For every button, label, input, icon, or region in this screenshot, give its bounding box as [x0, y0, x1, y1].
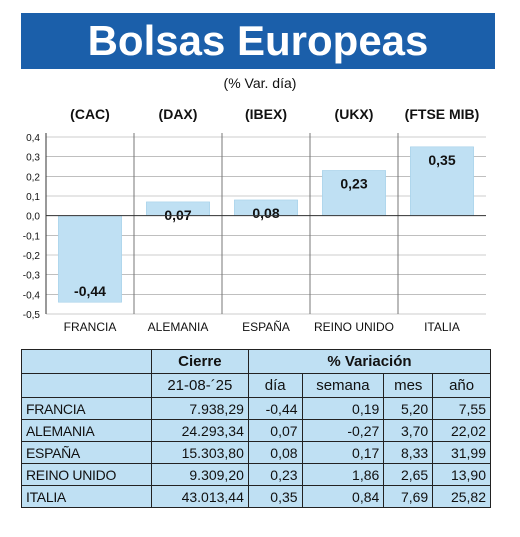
- bar-francia: [58, 215, 122, 303]
- row-mes: 7,69: [383, 485, 434, 508]
- row-dia: 0,35: [247, 485, 303, 508]
- row-name: REINO UNIDO: [21, 463, 152, 486]
- bar-value-label: 0,08: [252, 205, 279, 221]
- row-mes: 3,70: [383, 419, 434, 442]
- row-cierre: 15.303,80: [150, 441, 249, 464]
- bar-chart: 0,4 0,3 0,2 0,1 0,0 -0,1 -0,2 -0,3 -0,4 -0,5 -0,44…: [23, 106, 486, 334]
- row-ano: 7,55: [432, 397, 491, 420]
- index-label: (DAX): [159, 106, 198, 122]
- table-row: ESPAÑA 15.303,80 0,08 0,17 8,33 31,99: [21, 441, 491, 464]
- category-label: ALEMANIA: [148, 320, 209, 334]
- page-title: Bolsas Europeas: [87, 17, 429, 64]
- row-semana: 1,86: [301, 463, 385, 486]
- category-label: ESPAÑA: [242, 320, 290, 334]
- y-tick-label: 0,2: [26, 172, 40, 183]
- y-tick-label: -0,2: [23, 251, 41, 262]
- row-dia: 0,23: [247, 463, 303, 486]
- table-row: ITALIA 43.013,44 0,35 0,84 7,69 25,82: [21, 485, 491, 508]
- y-tick-label: -0,5: [23, 310, 41, 321]
- row-ano: 25,82: [432, 485, 491, 508]
- row-mes: 2,65: [383, 463, 434, 486]
- row-dia: -0,44: [247, 397, 303, 420]
- index-label: (UKX): [335, 106, 374, 122]
- bar-value-label: 0,35: [428, 152, 455, 168]
- subheader-spacer: [21, 373, 152, 398]
- bar-value-label: 0,23: [340, 175, 367, 191]
- row-cierre: 24.293,34: [150, 419, 249, 442]
- table-row: REINO UNIDO 9.309,20 0,23 1,86 2,65 13,9…: [21, 463, 491, 486]
- index-label: (FTSE MIB): [405, 106, 480, 122]
- row-name: FRANCIA: [21, 397, 152, 420]
- market-table: Cierre % Variación 21-08-´25 día semana …: [21, 349, 492, 508]
- subheader-mes: mes: [383, 373, 434, 398]
- row-ano: 13,90: [432, 463, 491, 486]
- row-mes: 8,33: [383, 441, 434, 464]
- bar-value-label: -0,44: [74, 283, 106, 299]
- table-row: ALEMANIA 24.293,34 0,07 -0,27 3,70 22,02: [21, 419, 491, 442]
- y-tick-label: 0,4: [26, 133, 40, 144]
- row-name: ESPAÑA: [21, 441, 152, 464]
- title-banner: Bolsas Europeas: [21, 13, 495, 69]
- y-tick-label: -0,3: [23, 271, 41, 282]
- row-semana: 0,17: [301, 441, 385, 464]
- row-semana: -0,27: [301, 419, 385, 442]
- row-dia: 0,07: [247, 419, 303, 442]
- index-label: (CAC): [70, 106, 110, 122]
- row-name: ITALIA: [21, 485, 152, 508]
- bar-italia: [410, 146, 474, 216]
- subheader-semana: semana: [301, 373, 385, 398]
- row-dia: 0,08: [247, 441, 303, 464]
- header-spacer: [21, 349, 152, 374]
- row-ano: 31,99: [432, 441, 491, 464]
- row-semana: 0,19: [301, 397, 385, 420]
- row-semana: 0,84: [301, 485, 385, 508]
- y-tick-label: 0,0: [26, 212, 40, 223]
- bar-reino-unido: [322, 170, 386, 216]
- y-tick-label: 0,3: [26, 153, 40, 164]
- subheader-ano: año: [432, 373, 491, 398]
- row-cierre: 43.013,44: [150, 485, 249, 508]
- subheader-date: 21-08-´25: [150, 373, 249, 398]
- header-variacion: % Variación: [247, 349, 492, 374]
- y-tick-label: -0,4: [23, 290, 41, 301]
- row-name: ALEMANIA: [21, 419, 152, 442]
- bar-value-label: 0,07: [164, 207, 191, 223]
- row-cierre: 7.938,29: [150, 397, 249, 420]
- row-ano: 22,02: [432, 419, 491, 442]
- category-label: REINO UNIDO: [314, 320, 394, 334]
- chart-subtitle: (% Var. día): [223, 75, 297, 91]
- header-cierre: Cierre: [150, 349, 249, 374]
- table-row: FRANCIA 7.938,29 -0,44 0,19 5,20 7,55: [21, 397, 491, 420]
- row-cierre: 9.309,20: [150, 463, 249, 486]
- y-tick-label: 0,1: [26, 192, 40, 203]
- y-tick-label: -0,1: [23, 231, 41, 242]
- category-label: ITALIA: [424, 320, 460, 334]
- row-mes: 5,20: [383, 397, 434, 420]
- category-label: FRANCIA: [64, 320, 117, 334]
- subheader-dia: día: [247, 373, 303, 398]
- index-label: (IBEX): [245, 106, 287, 122]
